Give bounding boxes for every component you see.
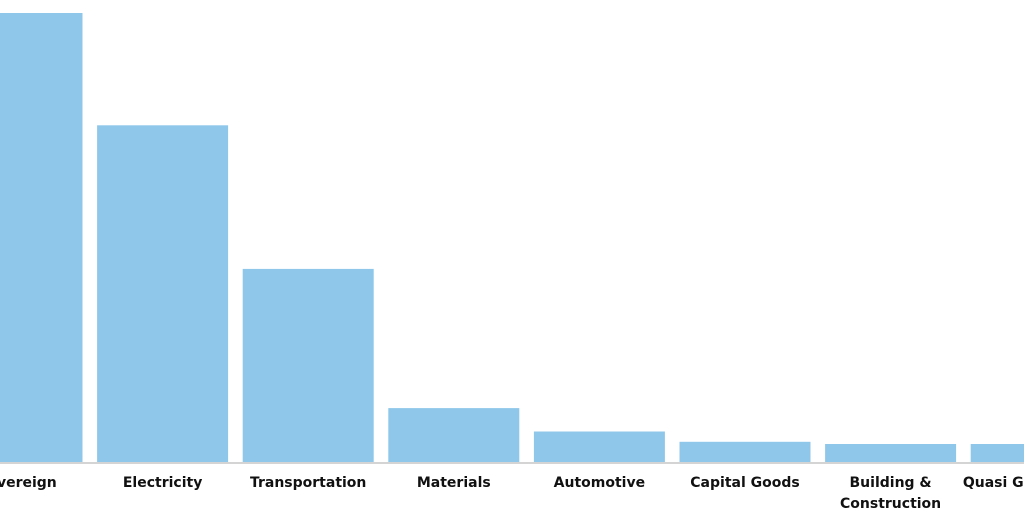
bar-5: [679, 441, 811, 462]
x-tick-labels: Sovereign Electricity Transportation Materi…: [0, 475, 1024, 512]
x-tick-label-5: Capital Goods: [690, 475, 799, 491]
x-tick-label-4: Automotive: [554, 475, 645, 491]
bar-0: [0, 13, 83, 462]
x-tick-label-line: Automotive: [554, 475, 645, 491]
x-tick-label-line: Electricity: [123, 475, 202, 491]
x-tick-label-7: Quasi Government: [963, 475, 1024, 491]
bar-2: [242, 268, 374, 462]
bar-6: [825, 444, 957, 462]
x-tick-label-line: Building &: [850, 475, 932, 491]
bar-1: [97, 125, 229, 463]
x-tick-label-2: Transportation: [250, 475, 366, 491]
bar-3: [388, 408, 520, 462]
x-tick-label-line: Sovereign: [0, 475, 57, 491]
x-tick-label-line: Construction: [840, 496, 941, 512]
x-tick-label-line: Quasi Government: [963, 475, 1024, 491]
x-tick-label-line: Capital Goods: [690, 475, 799, 491]
bar-4: [533, 431, 665, 462]
x-tick-label-1: Electricity: [123, 475, 202, 491]
x-tick-label-6: Building & Construction: [840, 475, 941, 512]
bar-7: [970, 444, 1024, 462]
x-tick-label-3: Materials: [417, 475, 491, 491]
x-tick-label-0: Sovereign: [0, 475, 57, 491]
x-tick-label-line: Transportation: [250, 475, 366, 491]
bars-layer: [0, 13, 1024, 463]
x-tick-label-line: Materials: [417, 475, 491, 491]
